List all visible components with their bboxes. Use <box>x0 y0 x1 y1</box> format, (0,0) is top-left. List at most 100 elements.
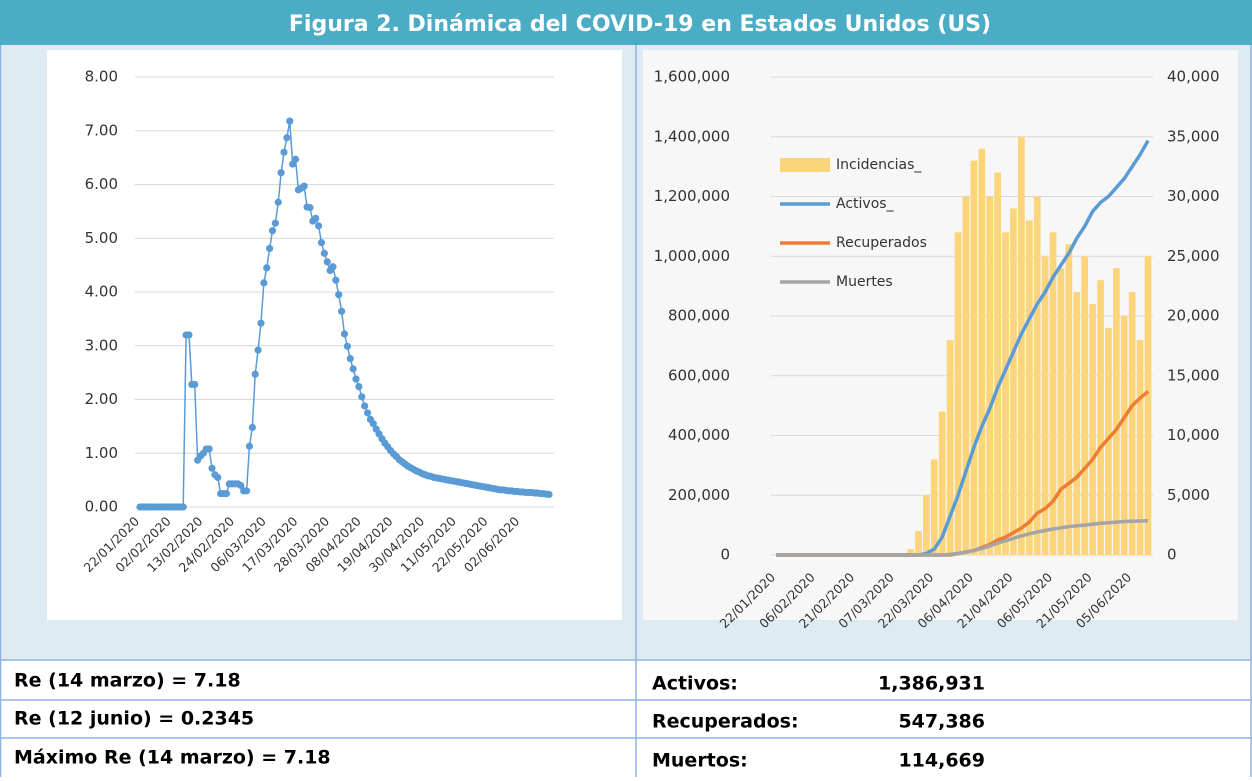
bar <box>930 459 938 555</box>
bar <box>1065 244 1073 556</box>
point <box>300 182 308 190</box>
point <box>545 490 553 498</box>
bar <box>1041 256 1049 555</box>
bar <box>1049 232 1057 555</box>
point <box>332 276 340 284</box>
point <box>335 291 343 299</box>
title-bar <box>0 0 1252 45</box>
cell-text: Re (12 junio) = 0.2345 <box>14 708 254 730</box>
point <box>314 222 323 230</box>
point <box>312 214 320 222</box>
tick-label: 1,000,000 <box>654 247 730 265</box>
point <box>361 402 369 410</box>
point <box>343 342 351 350</box>
point <box>254 346 262 354</box>
tick-label: 1,200,000 <box>654 187 730 205</box>
point <box>237 481 245 490</box>
tick-label: 2.00 <box>85 390 118 408</box>
point <box>263 264 271 272</box>
cell-text: Re (14 marzo) = 7.18 <box>14 670 241 692</box>
point <box>355 383 363 391</box>
bar <box>994 172 1001 555</box>
bar <box>986 196 994 555</box>
tick-label: 0.00 <box>85 498 118 516</box>
legend-label: Incidencias_ <box>836 157 922 173</box>
point <box>277 169 285 177</box>
point <box>323 258 331 266</box>
point <box>191 380 199 389</box>
point <box>257 319 265 327</box>
point <box>286 117 294 125</box>
point <box>306 204 314 212</box>
point <box>242 487 251 495</box>
point <box>346 355 354 363</box>
point <box>208 464 216 472</box>
point <box>369 420 377 428</box>
point <box>352 375 360 383</box>
tick-label: 0 <box>1167 546 1177 564</box>
tick-label: 800,000 <box>668 307 730 325</box>
tick-label: 1,600,000 <box>654 68 730 86</box>
bar <box>1120 316 1128 555</box>
point <box>363 409 372 417</box>
point <box>283 134 291 142</box>
bar <box>1002 232 1009 555</box>
bar <box>1089 304 1096 555</box>
tick-label: 6.00 <box>85 175 118 193</box>
tick-label: 40,000 <box>1167 68 1220 86</box>
legend-label: Activos_ <box>836 196 895 212</box>
cell-label: Recuperados: <box>652 711 799 733</box>
tick-label: 0 <box>720 546 730 564</box>
point <box>291 155 300 163</box>
bar <box>1073 292 1081 555</box>
bar <box>1112 268 1120 555</box>
tick-label: 400,000 <box>668 426 730 444</box>
bar <box>1105 327 1112 555</box>
title: Figura 2. Dinámica del COVID-19 en Estad… <box>289 12 991 37</box>
point <box>266 244 274 253</box>
bar <box>978 148 986 555</box>
bar <box>962 196 970 555</box>
point <box>260 279 268 287</box>
point <box>338 307 346 315</box>
tick-label: 1.00 <box>85 444 118 462</box>
tick-label: 8.00 <box>85 68 118 86</box>
bar <box>970 160 978 555</box>
point <box>271 219 279 227</box>
tick-label: 35,000 <box>1167 127 1220 145</box>
tick-label: 1,400,000 <box>654 127 730 145</box>
cell-label: Muertos: <box>652 750 748 772</box>
point <box>248 423 256 432</box>
cell-value: 1,386,931 <box>878 673 985 695</box>
point <box>214 473 222 482</box>
tick-label: 15,000 <box>1167 366 1220 384</box>
point <box>280 148 288 156</box>
bar <box>938 411 946 555</box>
bar <box>1128 292 1136 555</box>
bar <box>1081 256 1089 555</box>
point <box>245 442 254 450</box>
tick-label: 30,000 <box>1167 187 1220 205</box>
tick-label: 5.00 <box>85 229 118 247</box>
point <box>349 365 357 373</box>
tick-label: 3.00 <box>85 336 118 354</box>
bar <box>946 339 954 555</box>
tick-label: 20,000 <box>1167 307 1220 325</box>
table-borders <box>0 45 1252 777</box>
tick-label: 25,000 <box>1167 247 1220 265</box>
bar <box>1144 256 1152 555</box>
cell-value: 114,669 <box>898 750 985 772</box>
point <box>320 249 328 257</box>
legend-label: Recuperados <box>836 235 927 251</box>
point <box>205 445 213 453</box>
cell-value: 547,386 <box>898 711 985 733</box>
bar <box>907 549 914 555</box>
bar <box>1010 208 1017 555</box>
point <box>274 198 282 206</box>
tick-label: 4.00 <box>85 283 118 301</box>
bar <box>923 495 930 555</box>
cell-label: Activos: <box>652 673 738 695</box>
point <box>329 263 337 271</box>
bar <box>1017 136 1025 555</box>
legend-label: Muertes <box>836 274 893 290</box>
